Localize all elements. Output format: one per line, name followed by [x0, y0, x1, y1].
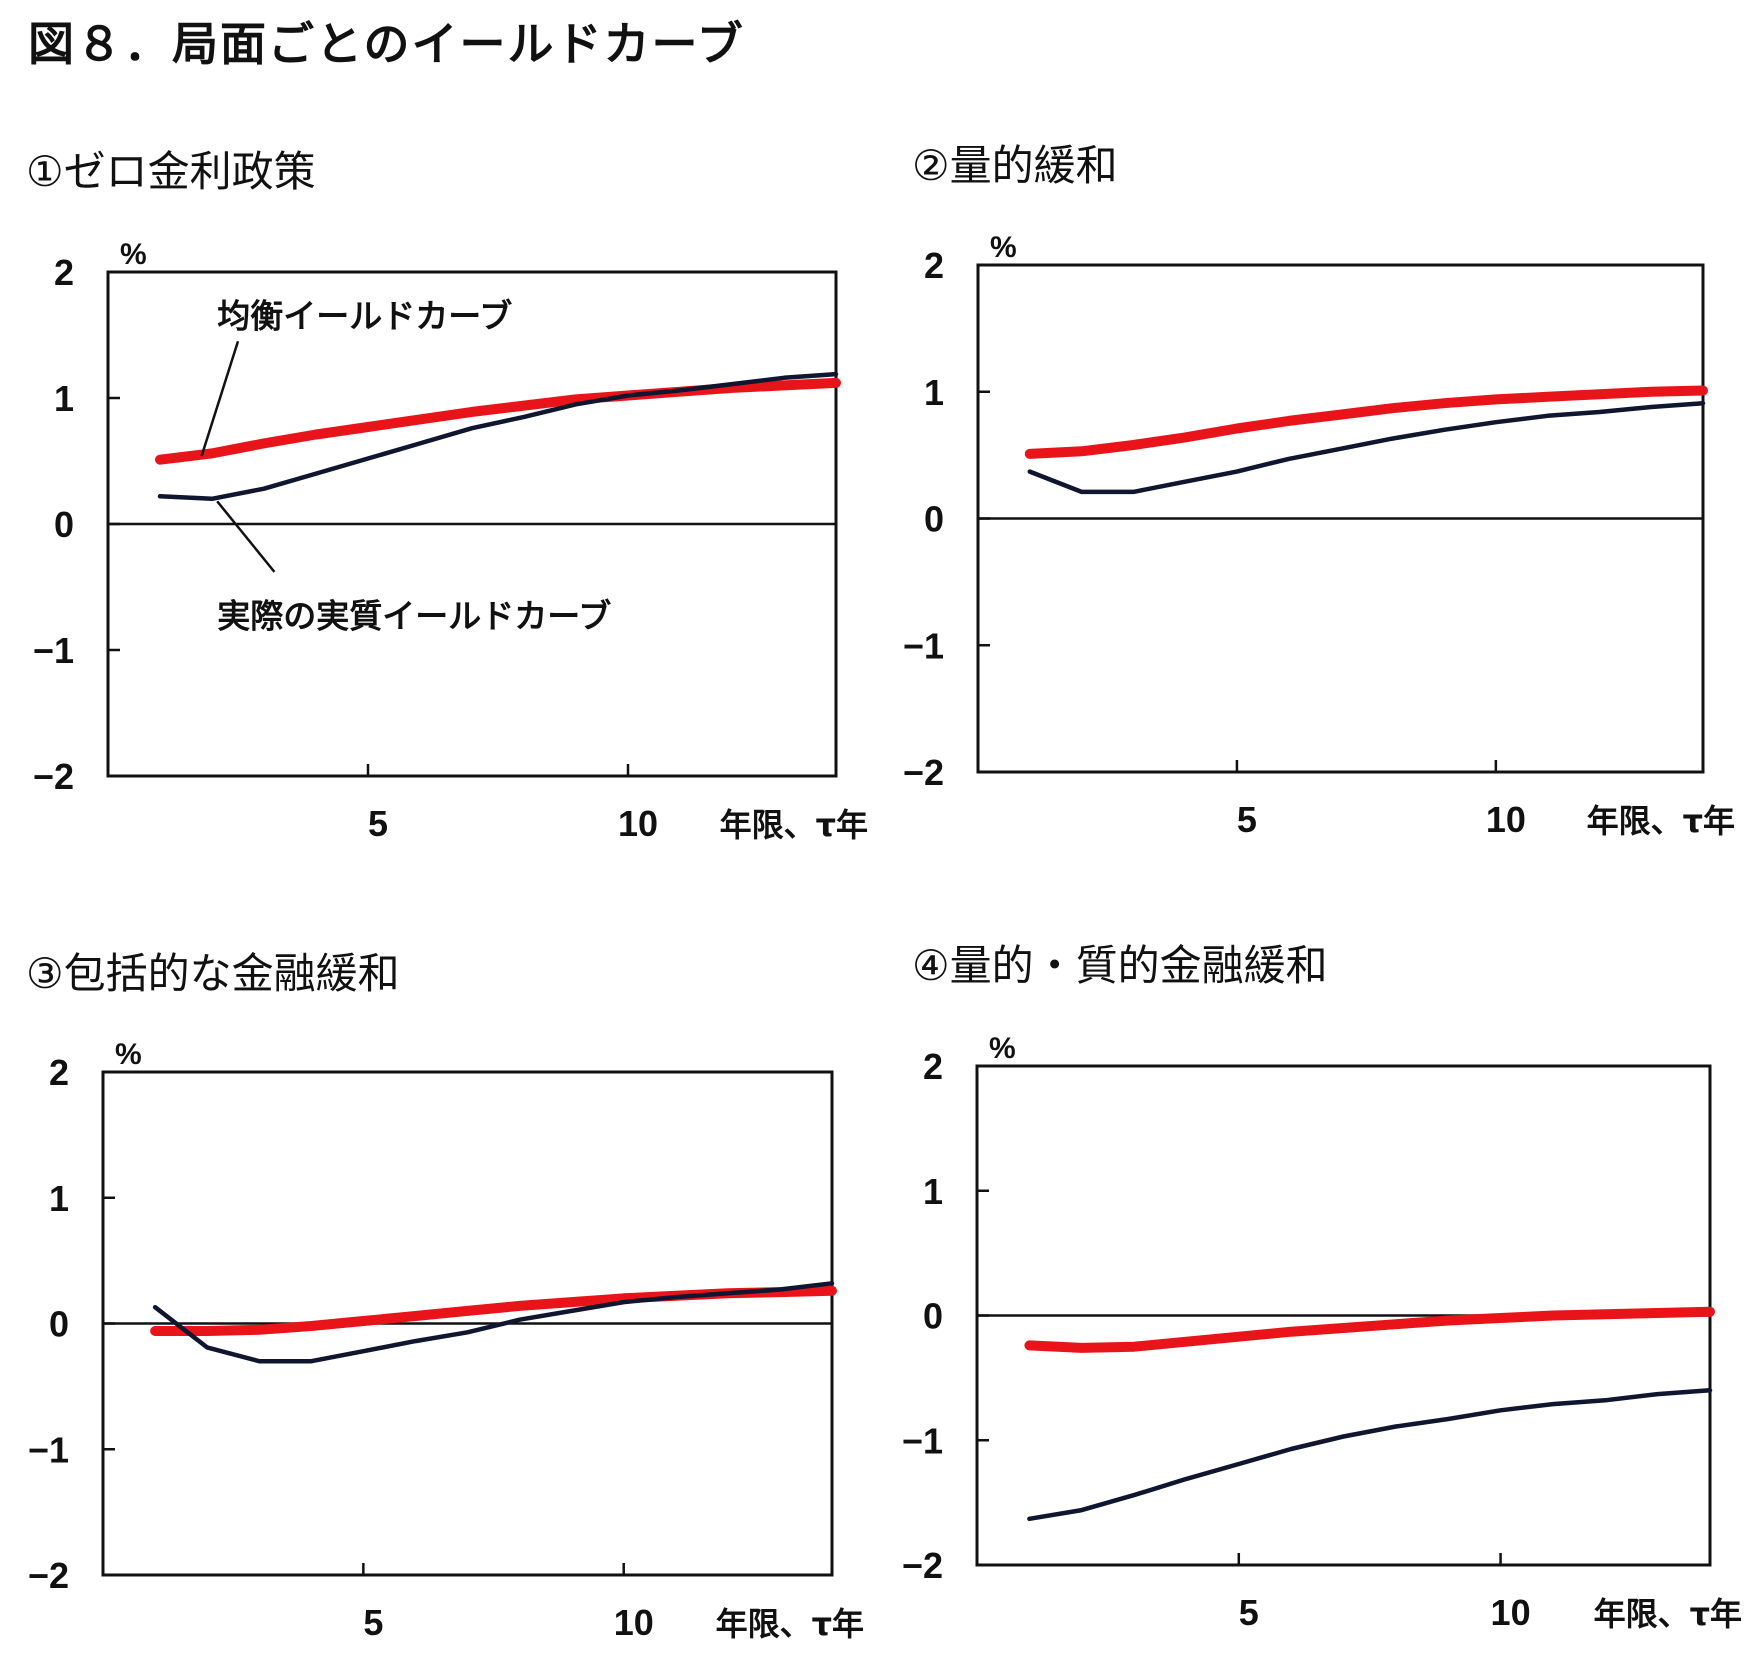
y-tick-label: −1	[28, 1429, 69, 1470]
y-tick-label: 0	[49, 1304, 69, 1345]
y-tick-label: 0	[924, 499, 944, 540]
x-tick-label: 5	[1239, 1592, 1259, 1633]
x-axis-title: 年限、τ年	[716, 1605, 864, 1643]
y-unit-label: %	[989, 1032, 1016, 1065]
y-tick-label: 2	[923, 1046, 943, 1087]
series-line-equilibrium	[1024, 385, 1708, 459]
x-tick-label: 5	[363, 1602, 383, 1643]
x-tick-label: 5	[1237, 799, 1257, 840]
y-tick-label: −1	[902, 1420, 943, 1461]
x-tick-label: 10	[614, 1602, 654, 1643]
y-tick-label: 1	[54, 378, 74, 419]
y-tick-label: 2	[924, 245, 944, 286]
annotation-actual: 実際の実質イールドカーブ	[217, 596, 611, 635]
panel-title-quantitative-easing: ②量的緩和	[912, 141, 1118, 190]
x-tick-label: 5	[368, 803, 388, 844]
panel-title-comprehensive-easing: ③包括的な金融緩和	[26, 949, 400, 998]
y-tick-label: −2	[28, 1555, 69, 1596]
y-tick-label: 0	[54, 504, 74, 545]
chart-panel-4: 210−1−25 10%年限、τ年	[902, 1032, 1742, 1633]
y-tick-label: 0	[923, 1296, 943, 1337]
y-tick-label: 2	[54, 252, 74, 293]
annotation-leader	[216, 500, 276, 573]
y-tick-label: −2	[902, 1545, 943, 1586]
series-line-actual	[1027, 1388, 1713, 1522]
y-tick-label: 2	[49, 1052, 69, 1093]
y-tick-label: −1	[903, 625, 944, 666]
series-line-equilibrium	[1024, 1306, 1715, 1353]
y-tick-label: −2	[33, 756, 74, 797]
annotation-equilibrium: 均衡イールドカーブ	[217, 296, 512, 335]
y-tick-label: −1	[33, 630, 74, 671]
y-tick-label: −2	[903, 752, 944, 793]
figure-title: 図８．局面ごとのイールドカーブ	[28, 17, 745, 71]
y-tick-label: 1	[924, 372, 944, 413]
series-line-equilibrium	[155, 377, 841, 465]
x-tick-label: 10	[618, 803, 658, 844]
series-line-actual	[152, 1281, 835, 1364]
chart-panel-3: 210−1−25 10%年限、τ年	[28, 1038, 864, 1643]
annotation-leader	[200, 340, 240, 457]
x-axis-title: 年限、τ年	[1594, 1595, 1742, 1633]
panel-title-qqe: ④量的・質的金融緩和	[912, 941, 1328, 990]
y-tick-label: 1	[923, 1171, 943, 1212]
y-unit-label: %	[115, 1038, 142, 1071]
y-unit-label: %	[120, 238, 147, 271]
x-tick-label: 10	[1486, 799, 1526, 840]
x-axis-title: 年限、τ年	[720, 806, 868, 844]
series-line-actual	[1027, 400, 1706, 495]
chart-panel-2: 210−1−25 10%年限、τ年	[903, 231, 1735, 840]
series-line-actual	[157, 371, 839, 502]
x-axis-title: 年限、τ年	[1587, 802, 1735, 840]
panel-title-zero-rate: ①ゼロ金利政策	[26, 147, 316, 196]
y-tick-label: 1	[49, 1178, 69, 1219]
y-unit-label: %	[990, 231, 1017, 264]
x-tick-label: 10	[1491, 1592, 1531, 1633]
